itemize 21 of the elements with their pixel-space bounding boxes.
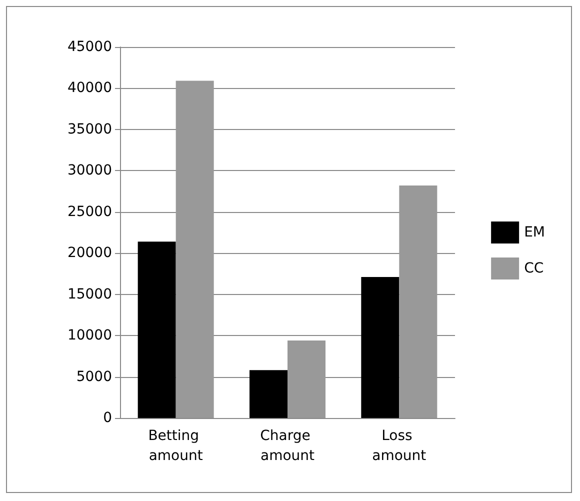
bar [250, 370, 288, 418]
x-tick-label: Betting amount [148, 428, 204, 464]
y-tick-label: 30000 [67, 162, 112, 179]
y-tick-label: 20000 [67, 245, 112, 262]
y-tick-label: 10000 [67, 328, 112, 344]
bar [138, 242, 176, 418]
y-tick-label: 25000 [67, 204, 112, 220]
bar [361, 277, 400, 418]
x-tick-label: Charge amount [260, 428, 316, 464]
y-tick-label: 15000 [67, 286, 112, 302]
bar [399, 186, 438, 418]
y-tick-label: 0 [103, 410, 112, 426]
y-tick-label: 35000 [67, 121, 112, 138]
legend-label: CC [524, 260, 544, 276]
y-tick-label: 5000 [76, 368, 112, 385]
y-tick-label: 40000 [67, 80, 112, 96]
y-tick-label: 45000 [67, 39, 112, 55]
x-tick-label: Loss amount [372, 428, 427, 464]
bar [288, 340, 326, 418]
bar [176, 80, 214, 418]
legend-label: EM [524, 224, 546, 240]
